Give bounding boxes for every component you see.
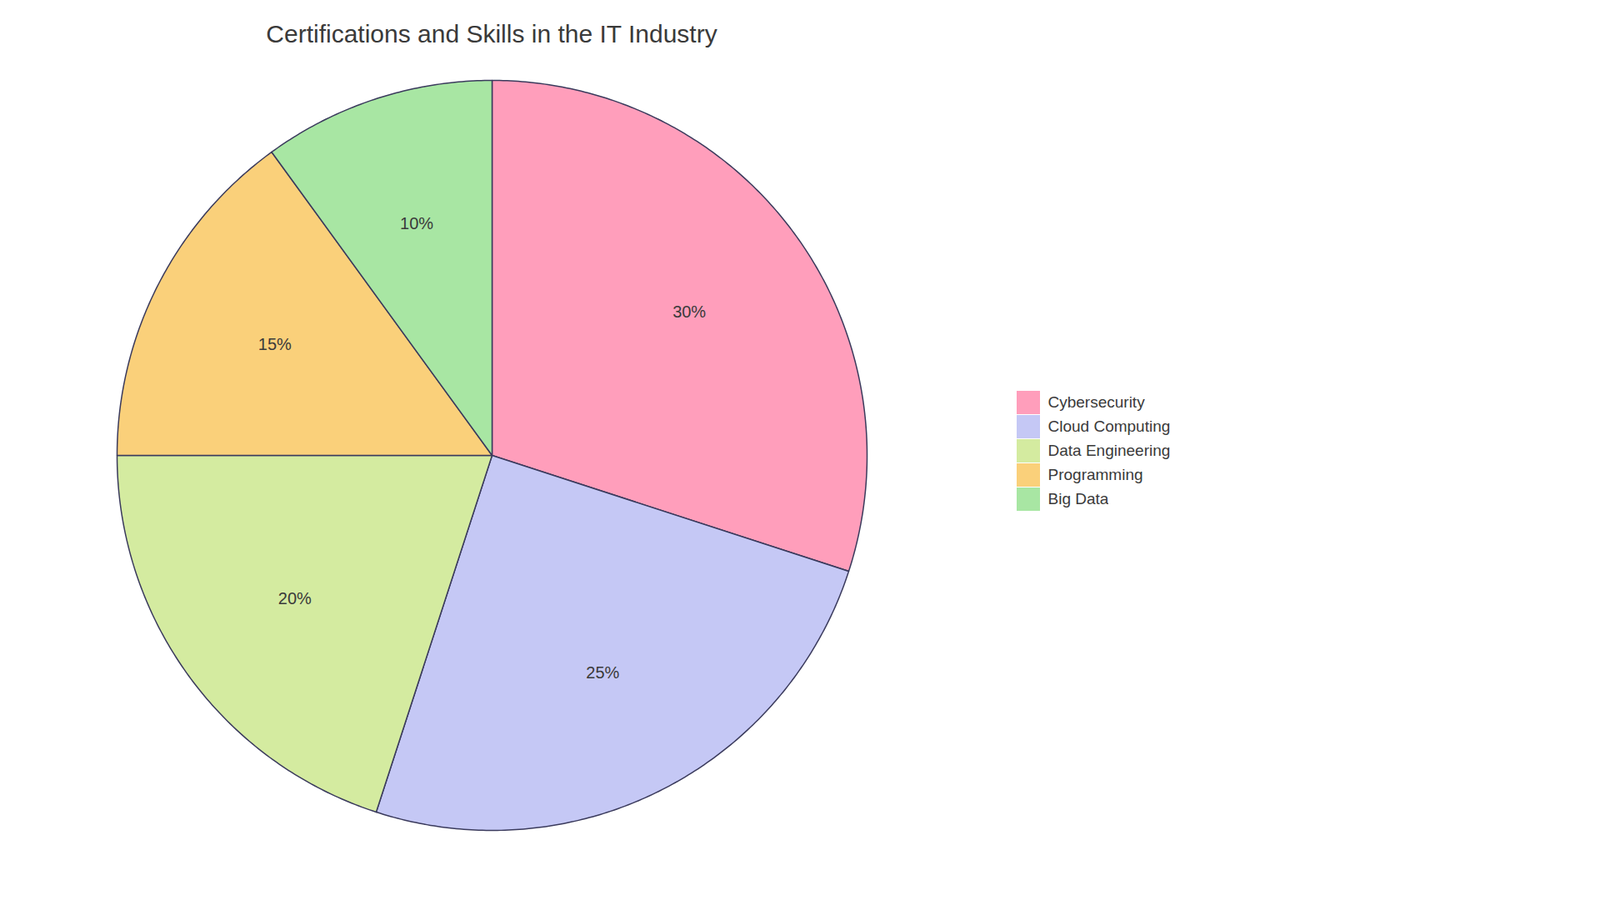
svg-text:30%: 30% bbox=[672, 302, 706, 321]
svg-text:15%: 15% bbox=[258, 335, 292, 354]
html-text:Big Data: Big Data bbox=[1047, 489, 1109, 508]
html-text:Data Engineering: Data Engineering bbox=[1047, 441, 1171, 459]
svg-text:20%: 20% bbox=[278, 589, 312, 608]
html-text:Cloud Computing: Cloud Computing bbox=[1047, 417, 1171, 435]
svg-text:10%: 10% bbox=[400, 214, 434, 233]
svg-text:25%: 25% bbox=[585, 663, 620, 682]
html-text:Certifications and Skills in t: Certifications and Skills in the IT Indu… bbox=[266, 20, 718, 48]
html-text:Cybersecurity: Cybersecurity bbox=[1047, 393, 1145, 411]
html-text:Programming: Programming bbox=[1047, 465, 1143, 484]
